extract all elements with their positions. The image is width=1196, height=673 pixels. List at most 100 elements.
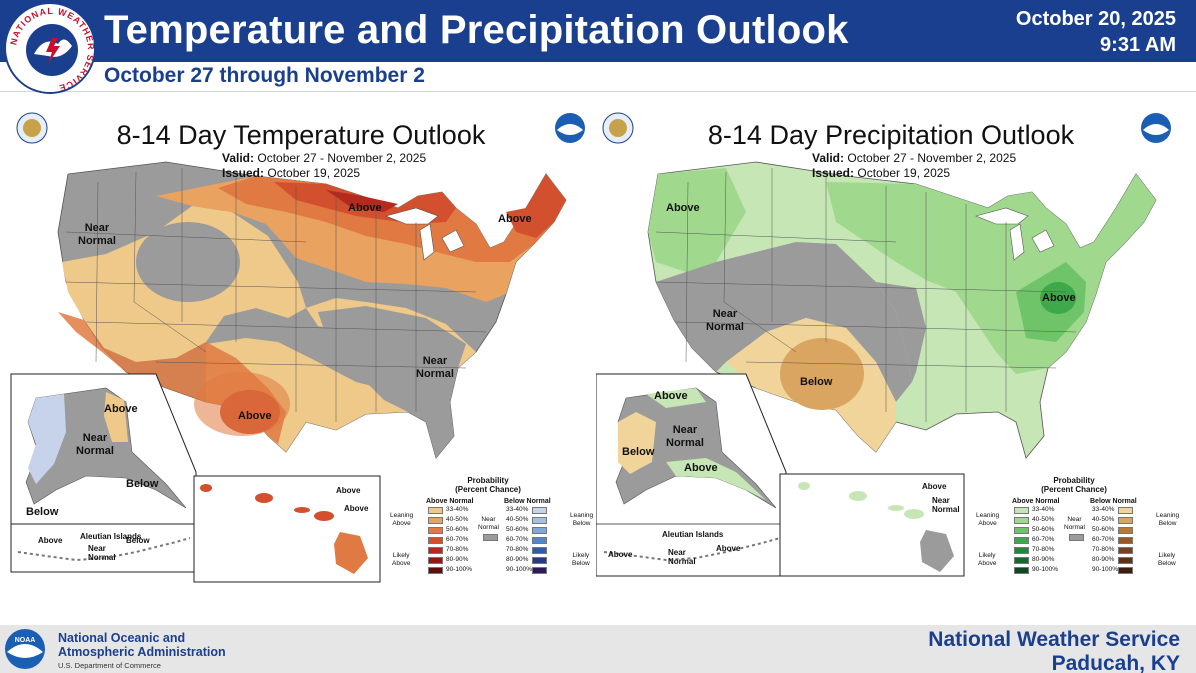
- temp-label-above-north: Above: [348, 202, 382, 214]
- legend-below-swatch: [532, 517, 547, 524]
- legend-leaning-below: Leaning Below: [570, 512, 594, 527]
- temp-great-lakes: [385, 207, 465, 261]
- noaa-name-line2: Atmospheric Administration: [58, 645, 226, 659]
- legend-above-swatch: [1014, 537, 1029, 544]
- precip-label-above-east: Above: [1042, 292, 1076, 304]
- legend-above-swatch: [1014, 557, 1029, 564]
- temperature-title: 8-14 Day Temperature Outlook: [116, 120, 486, 150]
- legend-below-swatch: [1118, 537, 1133, 544]
- precip-alaska-above-south: [666, 458, 766, 500]
- legend-near-head: Near Normal: [478, 516, 499, 531]
- legend-below-bin: 50-60%: [1092, 526, 1115, 533]
- legend-above-bin: 50-60%: [446, 526, 469, 533]
- temp-hi-above-2: Above: [344, 504, 369, 513]
- precip-label-ak-above-north: Above: [654, 390, 688, 402]
- temp-label-ak-below-east: Below: [126, 478, 159, 490]
- legend-likely-above: Likely Above: [392, 552, 411, 567]
- legend-below-bin: 40-50%: [1092, 516, 1115, 523]
- precip-above-40-north: [826, 174, 1156, 374]
- doc-seal-icon: [16, 112, 48, 144]
- temperature-info: Valid: October 27 - November 2, 2025 Iss…: [222, 151, 426, 181]
- temp-above-70: [326, 190, 398, 212]
- doc-seal-icon: [602, 112, 634, 144]
- legend-likely-below: Likely Below: [572, 552, 590, 567]
- precip-label-above-nw: Above: [666, 202, 700, 214]
- legend-above-swatch: [428, 527, 443, 534]
- legend-below-swatch: [532, 567, 547, 574]
- precip-aleutian-above-left: Above: [608, 550, 633, 559]
- subtitle-bar: [0, 62, 1196, 92]
- legend-likely-below: Likely Below: [1158, 552, 1176, 567]
- precip-label-below-sw: Below: [800, 376, 833, 388]
- temperature-outlook-panel: 8-14 Day Temperature Outlook Valid: Octo…: [6, 112, 596, 590]
- outlook-period: October 27 through November 2: [104, 64, 425, 87]
- legend-above-bin: 50-60%: [1032, 526, 1055, 533]
- temp-above-tx-50: [194, 372, 290, 436]
- legend-below-head: Below Normal: [1090, 498, 1137, 505]
- legend-above-bin: 70-80%: [446, 546, 469, 553]
- temp-label-ak-below-west: Below: [26, 506, 59, 518]
- precip-alaska-below: [618, 412, 656, 474]
- precipitation-map: [596, 161, 1157, 577]
- legend-below-bin: 70-80%: [506, 546, 529, 553]
- noaa-seal-icon: [555, 113, 585, 143]
- legend-title: Probability (Percent Chance): [455, 476, 521, 494]
- temp-hawaii-islands: [200, 484, 368, 574]
- precip-issued-value: October 19, 2025: [857, 166, 951, 180]
- precip-near-west: [656, 242, 912, 402]
- legend-above-swatch: [1014, 547, 1029, 554]
- legend-above-head: Above Normal: [1012, 498, 1060, 505]
- legend-near-head: Near Normal: [1064, 516, 1085, 531]
- precip-issued-label: Issued:: [812, 166, 855, 180]
- legend-below-bin: 33-40%: [1092, 506, 1115, 513]
- legend-likely-above: Likely Above: [978, 552, 997, 567]
- precip-hawaii-box: [779, 473, 965, 577]
- legend-below-bin: 33-40%: [506, 506, 529, 513]
- precip-aleutian-above-right: Above: [716, 544, 741, 553]
- legend-near-swatch: [1069, 534, 1084, 541]
- office-line1: National Weather Service: [928, 628, 1180, 651]
- noaa-logo-text: NOAA: [15, 637, 36, 644]
- noaa-seal-icon: [1141, 113, 1171, 143]
- legend-below-bin: 80-90%: [506, 556, 529, 563]
- legend-below-bin: 70-80%: [1092, 546, 1115, 553]
- legend-near-swatch: [483, 534, 498, 541]
- legend-above-swatch: [428, 557, 443, 564]
- noaa-department: U.S. Department of Commerce: [58, 661, 161, 670]
- legend-below-bin: 90-100%: [506, 566, 533, 573]
- precip-hi-near-normal: Near Normal: [932, 496, 960, 514]
- precipitation-info: Valid: October 27 - November 2, 2025 Iss…: [812, 151, 1016, 181]
- precip-great-lakes: [975, 207, 1055, 261]
- temp-valid-value: October 27 - November 2, 2025: [257, 151, 427, 165]
- legend-above-swatch: [1014, 507, 1029, 514]
- temp-label-near-normal-east: Near Normal: [416, 355, 454, 380]
- legend-below-swatch: [1118, 547, 1133, 554]
- precipitation-title: 8-14 Day Precipitation Outlook: [707, 120, 1075, 150]
- legend-below-swatch: [532, 507, 547, 514]
- temp-aleutian-title: Aleutian Islands: [80, 532, 142, 541]
- footer-bar: [0, 625, 1196, 673]
- legend-below-head: Below Normal: [504, 498, 551, 505]
- legend-above-head: Above Normal: [426, 498, 474, 505]
- legend-above-swatch: [1014, 517, 1029, 524]
- legend-above-bin: 60-70%: [1032, 536, 1055, 543]
- precip-label-ak-near-normal: Near Normal: [666, 424, 704, 449]
- issue-time: 9:31 AM: [1100, 34, 1176, 56]
- temp-alaska-above: [104, 392, 128, 442]
- precip-above-60-mid-atl: [1040, 282, 1076, 314]
- temp-issued-label: Issued:: [222, 166, 265, 180]
- precip-near-central: [876, 282, 926, 382]
- temp-hi-above-1: Above: [336, 486, 361, 495]
- legend-above-swatch: [1014, 527, 1029, 534]
- precip-aleutian-title: Aleutian Islands: [662, 530, 724, 539]
- temp-label-above-tx: Above: [238, 410, 272, 422]
- legend-below-bin: 40-50%: [506, 516, 529, 523]
- legend-below-swatch: [532, 557, 547, 564]
- legend-below-swatch: [532, 527, 547, 534]
- precip-aleutian-chain: [603, 537, 781, 562]
- legend-above-swatch: [428, 547, 443, 554]
- precip-above-40-nw: [648, 168, 746, 272]
- precipitation-outlook-panel: 8-14 Day Precipitation Outlook Valid: Oc…: [596, 112, 1186, 590]
- legend-below-bin: 90-100%: [1092, 566, 1119, 573]
- legend-below-bin: 50-60%: [506, 526, 529, 533]
